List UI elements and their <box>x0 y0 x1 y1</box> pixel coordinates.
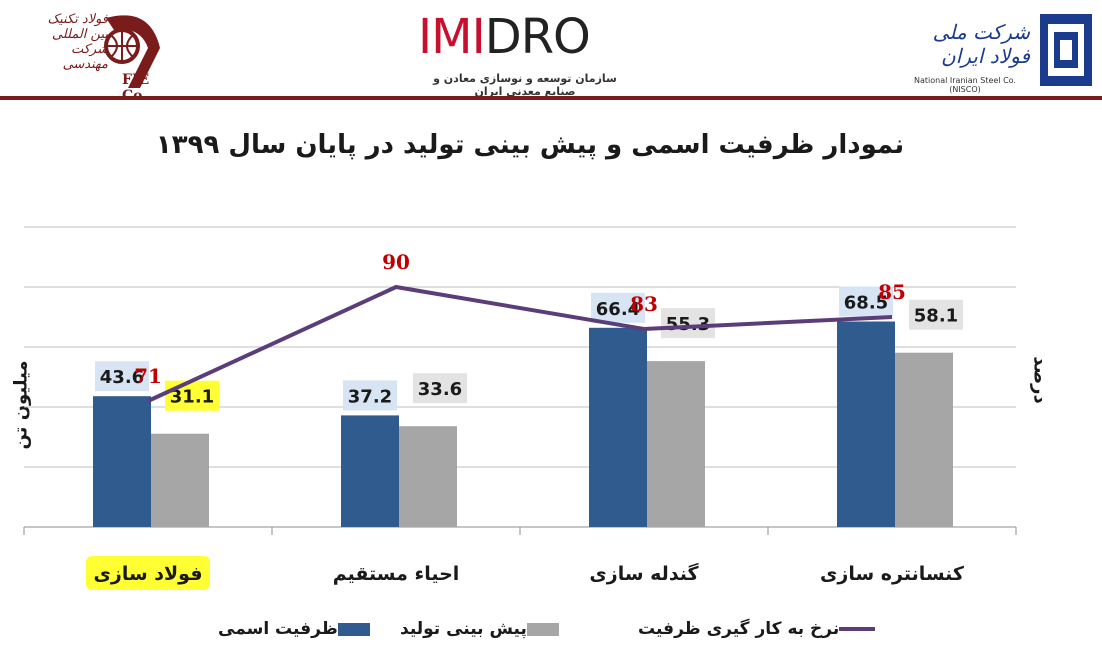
x-tick-label: گندله سازی <box>589 562 699 585</box>
line-series-utilization <box>147 284 893 403</box>
data-label: 37.2 <box>348 386 392 407</box>
line-data-label: 71 <box>134 364 162 388</box>
header-divider <box>0 96 1102 100</box>
legend-label-capacity: ظرفیت اسمی <box>218 619 338 639</box>
data-label-bg <box>661 308 715 339</box>
fie-logo: فولاد تکنیک بین المللی شرکت مهندسی FIE C… <box>10 8 170 104</box>
bar-capacity <box>341 415 399 527</box>
bar-forecast <box>399 426 457 527</box>
line-data-label: 90 <box>382 250 410 274</box>
legend-item-utilization: نرخ به کار گیری ظرفیت <box>638 614 883 644</box>
data-label-bg <box>909 299 963 330</box>
imidro-subtitle: سازمان توسعه و نوسازی معادن و صنایع معدن… <box>433 72 617 98</box>
legend-label-utilization: نرخ به کار گیری ظرفیت <box>638 619 840 639</box>
chart-title: نمودار ظرفیت اسمی و پیش بینی تولید در پا… <box>155 130 905 160</box>
x-tick-label: احیاء مستقیم <box>333 563 460 585</box>
data-label-bg <box>95 361 149 392</box>
bar-capacity <box>589 327 647 527</box>
data-label: 33.6 <box>418 379 462 400</box>
legend-line-swatch <box>839 627 876 631</box>
category-highlight <box>86 556 210 590</box>
data-label-bg <box>839 286 893 317</box>
data-label-bg <box>165 380 219 411</box>
legend-swatch-forecast <box>526 622 559 636</box>
bar-line-chart: 43.6 31.1 فولاد سازی 37.2 33.6 احیاء مستقیم 66… <box>23 226 1017 590</box>
data-label-bg <box>343 380 397 411</box>
data-label: 66.4 <box>596 299 640 320</box>
bar-capacity <box>837 321 895 527</box>
chart-legend: نرخ به کار گیری ظرفیت پیش بینی تولید ظرف… <box>0 614 1102 644</box>
bar-forecast <box>895 352 953 527</box>
imidro-wordmark-red: IMI <box>418 9 486 65</box>
legend-label-forecast: پیش بینی تولید <box>400 619 527 639</box>
bar-capacity <box>93 396 151 527</box>
data-label: 55.3 <box>666 314 710 335</box>
line-data-label: 83 <box>630 292 658 316</box>
nisco-brand-fa: شرکت ملی فولاد ایران <box>932 20 1030 68</box>
x-tick-label: فولاد سازی <box>93 563 202 585</box>
bar-forecast <box>647 361 705 527</box>
fie-emblem-icon <box>104 15 160 88</box>
data-label: 43.6 <box>100 367 144 388</box>
bar-forecast <box>151 433 209 527</box>
legend-swatch-capacity <box>337 622 370 636</box>
line-data-label: 85 <box>878 280 906 304</box>
data-label-bg <box>413 373 467 404</box>
legend-item-forecast: پیش بینی تولید <box>400 614 567 644</box>
data-label: 68.5 <box>844 293 888 314</box>
data-label: 58.1 <box>914 306 958 327</box>
slide-header: فولاد تکنیک بین المللی شرکت مهندسی FIE C… <box>0 0 1102 104</box>
legend-item-capacity: ظرفیت اسمی <box>218 614 378 644</box>
nisco-logo: شرکت ملی فولاد ایران National Iranian St… <box>900 10 1095 94</box>
nisco-brand-en: National Iranian Steel Co. (NISCO) <box>914 76 1016 94</box>
imidro-wordmark-black: DRO <box>484 9 591 65</box>
x-tick-label: کنسانتره سازی <box>820 563 965 585</box>
fie-brand-text: فولاد تکنیک بین المللی شرکت مهندسی <box>47 12 108 72</box>
data-label-bg <box>591 292 645 323</box>
imidro-logo: IMIDRO سازمان توسعه و نوسازی معادن و صنا… <box>418 9 632 98</box>
imidro-wordmark: IMIDRO <box>418 9 591 65</box>
data-label: 31.1 <box>170 387 214 408</box>
nisco-emblem-icon <box>1040 14 1092 86</box>
